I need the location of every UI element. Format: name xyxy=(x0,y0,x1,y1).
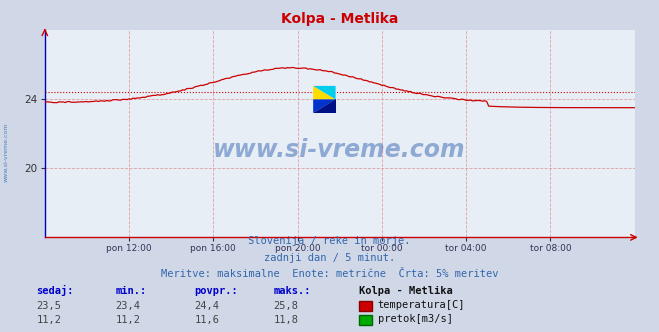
Text: 11,6: 11,6 xyxy=(194,315,219,325)
Polygon shape xyxy=(313,86,335,99)
Text: Meritve: maksimalne  Enote: metrične  Črta: 5% meritev: Meritve: maksimalne Enote: metrične Črta… xyxy=(161,269,498,279)
Text: 11,8: 11,8 xyxy=(273,315,299,325)
Text: 11,2: 11,2 xyxy=(36,315,61,325)
Text: zadnji dan / 5 minut.: zadnji dan / 5 minut. xyxy=(264,253,395,263)
Text: www.si-vreme.com: www.si-vreme.com xyxy=(214,138,466,162)
Polygon shape xyxy=(313,99,335,113)
Text: 23,5: 23,5 xyxy=(36,301,61,311)
Text: sedaj:: sedaj: xyxy=(36,285,74,296)
Title: Kolpa - Metlika: Kolpa - Metlika xyxy=(281,12,399,26)
Text: temperatura[C]: temperatura[C] xyxy=(378,300,465,310)
Text: Kolpa - Metlika: Kolpa - Metlika xyxy=(359,286,453,296)
Text: maks.:: maks.: xyxy=(273,286,311,296)
Polygon shape xyxy=(313,86,335,99)
Text: 23,4: 23,4 xyxy=(115,301,140,311)
Text: 11,2: 11,2 xyxy=(115,315,140,325)
Text: 25,8: 25,8 xyxy=(273,301,299,311)
Text: 24,4: 24,4 xyxy=(194,301,219,311)
Polygon shape xyxy=(313,99,335,113)
Text: pretok[m3/s]: pretok[m3/s] xyxy=(378,314,453,324)
Text: Slovenija / reke in morje.: Slovenija / reke in morje. xyxy=(248,236,411,246)
Text: min.:: min.: xyxy=(115,286,146,296)
Text: povpr.:: povpr.: xyxy=(194,286,238,296)
Text: www.si-vreme.com: www.si-vreme.com xyxy=(4,123,9,183)
